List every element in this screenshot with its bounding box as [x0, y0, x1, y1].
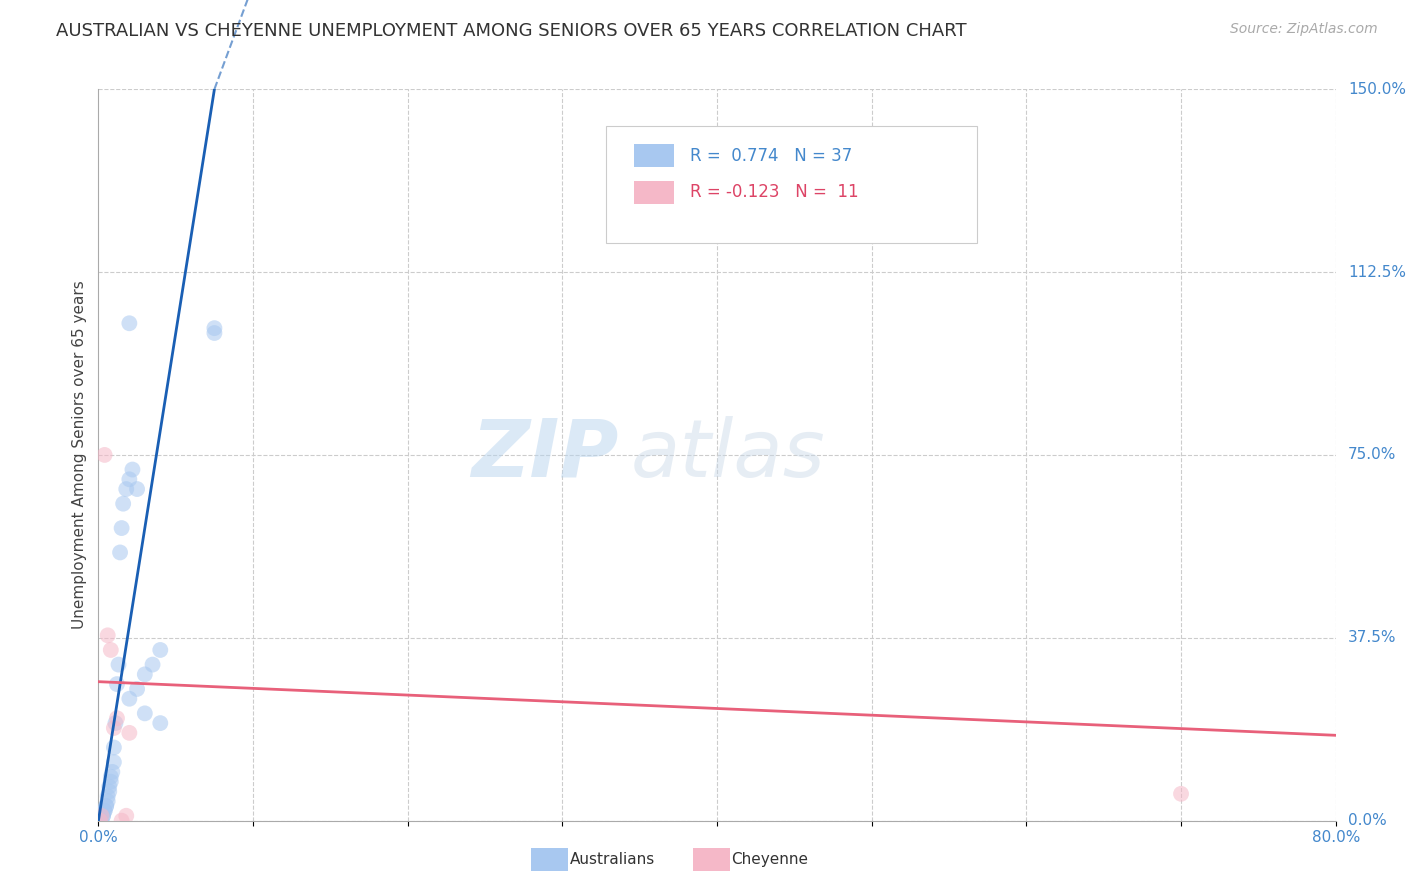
- Point: [90, 814, 112, 828]
- FancyBboxPatch shape: [606, 126, 977, 243]
- Point: [101, 764, 124, 779]
- Point: [111, 521, 132, 535]
- Point: [100, 643, 122, 657]
- Point: [115, 809, 138, 823]
- FancyBboxPatch shape: [634, 180, 673, 204]
- Point: [118, 691, 141, 706]
- Point: [93, 804, 115, 818]
- Point: [118, 316, 141, 330]
- Point: [127, 482, 149, 496]
- Point: [90, 809, 112, 823]
- Point: [96, 799, 118, 814]
- Text: atlas: atlas: [630, 416, 825, 494]
- Point: [100, 774, 122, 789]
- Point: [149, 643, 172, 657]
- Point: [1170, 787, 1192, 801]
- Point: [89, 814, 111, 828]
- Text: R = -0.123   N =  11: R = -0.123 N = 11: [690, 184, 859, 202]
- Point: [141, 657, 165, 672]
- Text: 150.0%: 150.0%: [1348, 82, 1406, 96]
- Point: [127, 681, 149, 696]
- Point: [105, 711, 128, 725]
- Point: [103, 755, 125, 769]
- Point: [107, 657, 129, 672]
- Text: Source: ZipAtlas.com: Source: ZipAtlas.com: [1230, 22, 1378, 37]
- Point: [149, 716, 172, 731]
- Text: Australians: Australians: [569, 853, 655, 867]
- Point: [97, 794, 120, 808]
- Point: [91, 809, 114, 823]
- Point: [103, 721, 125, 735]
- Point: [93, 448, 115, 462]
- Point: [134, 667, 156, 681]
- Point: [112, 497, 135, 511]
- Point: [134, 706, 156, 721]
- Point: [89, 814, 111, 828]
- Point: [93, 804, 115, 818]
- Text: R =  0.774   N = 37: R = 0.774 N = 37: [690, 147, 852, 165]
- Point: [91, 809, 114, 823]
- Point: [108, 545, 131, 559]
- Text: Cheyenne: Cheyenne: [731, 853, 808, 867]
- Point: [100, 770, 122, 784]
- Point: [118, 472, 141, 486]
- Point: [105, 677, 128, 691]
- Point: [204, 321, 226, 335]
- Point: [204, 326, 226, 340]
- Point: [98, 780, 121, 794]
- Y-axis label: Unemployment Among Seniors over 65 years: Unemployment Among Seniors over 65 years: [72, 281, 87, 629]
- Point: [104, 716, 127, 731]
- Point: [98, 784, 121, 798]
- Text: 37.5%: 37.5%: [1348, 631, 1396, 645]
- Text: ZIP: ZIP: [471, 416, 619, 494]
- Point: [97, 628, 120, 642]
- Point: [115, 482, 138, 496]
- Point: [121, 462, 143, 476]
- Point: [118, 726, 141, 740]
- Point: [103, 740, 125, 755]
- Point: [97, 789, 120, 804]
- Text: 112.5%: 112.5%: [1348, 265, 1406, 279]
- FancyBboxPatch shape: [634, 144, 673, 168]
- Point: [96, 799, 118, 814]
- Text: 75.0%: 75.0%: [1348, 448, 1396, 462]
- Text: 0.0%: 0.0%: [1348, 814, 1386, 828]
- Text: AUSTRALIAN VS CHEYENNE UNEMPLOYMENT AMONG SENIORS OVER 65 YEARS CORRELATION CHAR: AUSTRALIAN VS CHEYENNE UNEMPLOYMENT AMON…: [56, 22, 967, 40]
- Point: [111, 814, 132, 828]
